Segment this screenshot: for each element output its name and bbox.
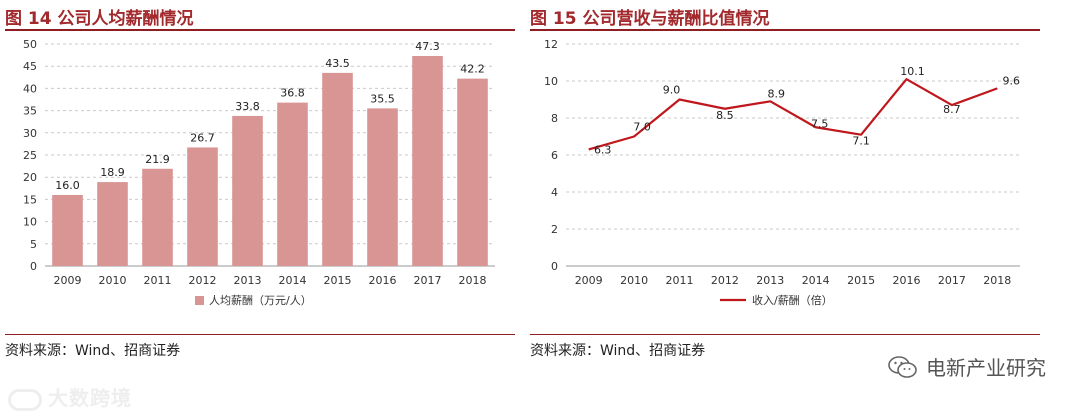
y-tick-label: 20 — [23, 171, 37, 184]
series-line — [588, 78, 998, 151]
revenue-salary-ratio-line-chart: 0 2 4 6 8 10 12 2009 2010 2011 2012 2013 2014 2015 201… — [544, 38, 1021, 307]
data-label: 9.0 — [663, 84, 681, 97]
x-tick-label: 2010 — [99, 274, 127, 287]
figure-14-title: 图 14 公司人均薪酬情况 — [5, 9, 194, 29]
bar — [142, 168, 173, 266]
y-tick-label: 45 — [23, 60, 37, 73]
y-tick-label: 10 — [544, 75, 558, 88]
figure-15-bottom-rule — [530, 334, 1040, 335]
x-tick-label: 2012 — [711, 274, 739, 287]
data-label: 8.7 — [943, 103, 961, 116]
data-label: 16.0 — [55, 179, 80, 192]
data-label: 7.0 — [633, 121, 651, 134]
legend-swatch — [195, 296, 204, 305]
bar — [187, 147, 218, 266]
data-label: 21.9 — [145, 153, 170, 166]
wechat-icon — [888, 355, 917, 378]
x-tick-label: 2018 — [983, 274, 1011, 287]
data-label: 8.5 — [716, 109, 734, 122]
figure-14-top-rule — [5, 29, 515, 31]
x-tick-label: 2012 — [189, 274, 217, 287]
y-tick-label: 30 — [23, 127, 37, 140]
data-label: 35.5 — [370, 92, 395, 105]
y-tick-label: 0 — [551, 260, 558, 273]
x-tick-label: 2009 — [54, 274, 82, 287]
bar — [322, 72, 353, 266]
watermark-right-text: 电新产业研究 — [926, 356, 1046, 380]
y-tick-label: 0 — [30, 260, 37, 273]
y-tick-label: 25 — [23, 149, 37, 162]
y-tick-label: 35 — [23, 105, 37, 118]
x-tick-label: 2011 — [144, 274, 172, 287]
x-tick-label: 2009 — [575, 274, 603, 287]
salary-bar-chart: 0 5 10 15 20 25 30 35 40 45 50 2009 2010 2011 2012 2013… — [23, 38, 495, 307]
data-label: 26.7 — [190, 131, 215, 144]
x-tick-label: 2013 — [756, 274, 784, 287]
data-label: 18.9 — [100, 166, 125, 179]
bar — [367, 108, 398, 266]
x-tick-label: 2013 — [234, 274, 262, 287]
figure-15-panel: 图 15 公司营收与薪酬比值情况 0 2 4 6 8 10 12 2009 2010 2011 20… — [530, 0, 1040, 360]
bar — [52, 194, 83, 266]
figure-14-bottom-rule — [5, 334, 515, 335]
bar — [232, 115, 263, 266]
watermark-right: 电新产业研究 — [888, 352, 1046, 381]
y-tick-label: 50 — [23, 38, 37, 51]
x-tick-label: 2014 — [279, 274, 307, 287]
data-label: 33.8 — [235, 100, 260, 113]
data-label: 10.1 — [900, 65, 925, 78]
x-tick-label: 2010 — [620, 274, 648, 287]
y-tick-label: 4 — [551, 186, 558, 199]
y-tick-label: 2 — [551, 223, 558, 236]
data-label: 43.5 — [325, 57, 350, 70]
watermark-logo-icon — [8, 388, 42, 411]
bar — [412, 55, 443, 266]
x-tick-label: 2015 — [324, 274, 352, 287]
legend-label: 收入/薪酬（倍） — [752, 293, 833, 307]
bar — [97, 182, 128, 266]
x-tick-label: 2016 — [893, 274, 921, 287]
y-tick-label: 40 — [23, 82, 37, 95]
y-tick-label: 5 — [30, 238, 37, 251]
legend-label: 人均薪酬（万元/人） — [209, 294, 312, 307]
x-tick-label: 2015 — [847, 274, 875, 287]
figure-15-source: 资料来源：Wind、招商证券 — [530, 343, 706, 359]
data-label: 6.3 — [594, 143, 612, 156]
y-tick-label: 8 — [551, 112, 558, 125]
figure-14-panel: 图 14 公司人均薪酬情况 0 5 10 15 20 25 30 35 40 45 50 2009 20… — [5, 0, 515, 360]
watermark-left: 大数跨境 — [8, 382, 132, 411]
data-label: 9.6 — [1003, 74, 1021, 87]
x-tick-label: 2011 — [666, 274, 694, 287]
figure-14-source: 资料来源：Wind、招商证券 — [5, 343, 181, 359]
x-tick-label: 2014 — [802, 274, 830, 287]
data-label: 7.5 — [811, 117, 829, 130]
y-tick-label: 6 — [551, 149, 558, 162]
y-tick-label: 15 — [23, 193, 37, 206]
data-label: 7.1 — [852, 135, 870, 148]
data-label: 42.2 — [460, 63, 485, 76]
x-tick-label: 2018 — [459, 274, 487, 287]
figure-15-title: 图 15 公司营收与薪酬比值情况 — [530, 9, 770, 29]
data-label: 8.9 — [768, 87, 786, 100]
x-tick-label: 2017 — [938, 274, 966, 287]
watermark-left-text: 大数跨境 — [48, 386, 132, 410]
data-label: 36.8 — [280, 87, 305, 100]
bar — [277, 102, 308, 266]
figure-15-top-rule — [530, 29, 1040, 31]
x-tick-label: 2017 — [414, 274, 442, 287]
y-tick-label: 12 — [544, 38, 558, 51]
x-tick-label: 2016 — [369, 274, 397, 287]
bar — [457, 78, 488, 266]
data-label: 47.3 — [415, 40, 440, 53]
y-tick-label: 10 — [23, 216, 37, 229]
